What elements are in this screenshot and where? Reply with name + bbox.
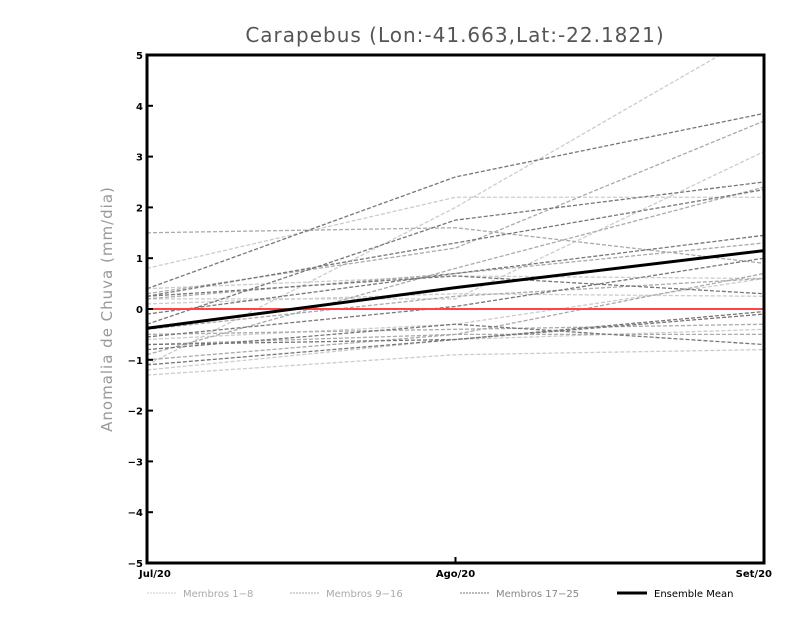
y-tick-label: 1 xyxy=(136,254,143,265)
member-line-3-4 xyxy=(147,234,764,315)
y-axis-label: Anomalia de Chuva (mm/dia) xyxy=(98,186,116,432)
member-line-2-2 xyxy=(147,186,764,356)
legend-label-3: Membros 17−25 xyxy=(496,589,579,600)
member-line-1-2 xyxy=(147,196,764,269)
y-tick-label: 4 xyxy=(136,102,143,113)
member-line-3-3 xyxy=(147,188,764,297)
y-tick-label: −3 xyxy=(128,457,143,468)
member-line-2-7 xyxy=(147,227,764,264)
y-tick-label: 5 xyxy=(136,51,143,62)
x-tick-label: Jul/20 xyxy=(138,569,171,580)
y-tick-label: −5 xyxy=(128,559,143,570)
y-tick-label: −4 xyxy=(128,508,143,519)
member-line-3-1 xyxy=(147,112,764,290)
member-line-2-3 xyxy=(147,323,764,336)
x-tick-label: Ago/20 xyxy=(436,569,475,580)
member-line-3-7 xyxy=(147,323,764,351)
legend-label-2: Membros 9−16 xyxy=(326,589,403,600)
y-tick-label: −2 xyxy=(128,407,143,418)
member-line-3-9 xyxy=(147,257,764,338)
member-line-2-8 xyxy=(147,277,764,330)
legend-label-ensemble: Ensemble Mean xyxy=(654,589,733,600)
y-tick-label: 3 xyxy=(136,153,143,164)
member-line-1-4 xyxy=(147,150,764,300)
y-tick-label: 0 xyxy=(136,305,143,316)
chart-title: Carapebus (Lon:-41.663,Lat:-22.1821) xyxy=(245,23,664,47)
member-line-1-1 xyxy=(147,55,722,366)
ensemble-mean-line xyxy=(147,249,764,330)
member-line-1-7 xyxy=(147,328,764,371)
y-tick-label: −1 xyxy=(128,356,143,367)
member-line-3-8 xyxy=(147,275,764,297)
member-line-2-5 xyxy=(147,242,764,300)
x-tick-label: Set/20 xyxy=(736,569,772,580)
member-line-3-6 xyxy=(147,310,764,366)
y-tick-label: 2 xyxy=(136,203,143,214)
member-line-2-6 xyxy=(147,333,764,361)
legend-label-1: Membros 1−8 xyxy=(183,589,253,600)
member-line-1-3 xyxy=(147,348,764,376)
